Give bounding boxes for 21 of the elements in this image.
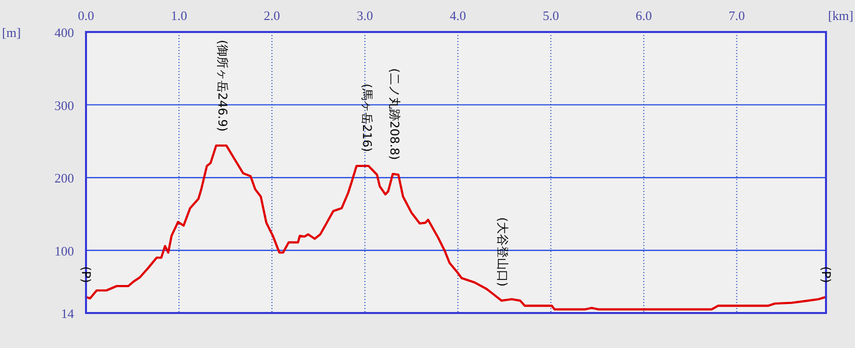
- x-tick-label: 2.0: [264, 8, 280, 23]
- annotation: (P): [819, 266, 833, 283]
- x-tick-label: 6.0: [636, 8, 652, 23]
- x-tick-label: 7.0: [728, 8, 745, 23]
- y-tick-label: 400: [54, 25, 74, 40]
- y-tick-label: 300: [54, 98, 74, 113]
- annotation: (二ノ丸跡208.8): [388, 68, 402, 160]
- x-tick-label: 3.0: [356, 8, 374, 23]
- x-axis-title: [km]: [828, 8, 854, 23]
- y-axis-title: [m]: [2, 25, 21, 40]
- annotation: (御所ヶ岳246.9): [216, 40, 230, 132]
- y-tick-label: 200: [54, 170, 74, 186]
- annotation: (大谷登山口): [495, 217, 510, 287]
- y-tick-label: 100: [54, 243, 74, 258]
- annotation: (P): [79, 266, 93, 283]
- x-tick-label: 1.0: [170, 8, 188, 23]
- x-tick-label: 4.0: [450, 8, 466, 23]
- y-tick-label: 14: [61, 306, 74, 321]
- x-tick-label: 0.0: [78, 8, 94, 23]
- annotation: (馬ヶ岳216): [360, 84, 374, 152]
- x-tick-label: 5.0: [542, 8, 559, 23]
